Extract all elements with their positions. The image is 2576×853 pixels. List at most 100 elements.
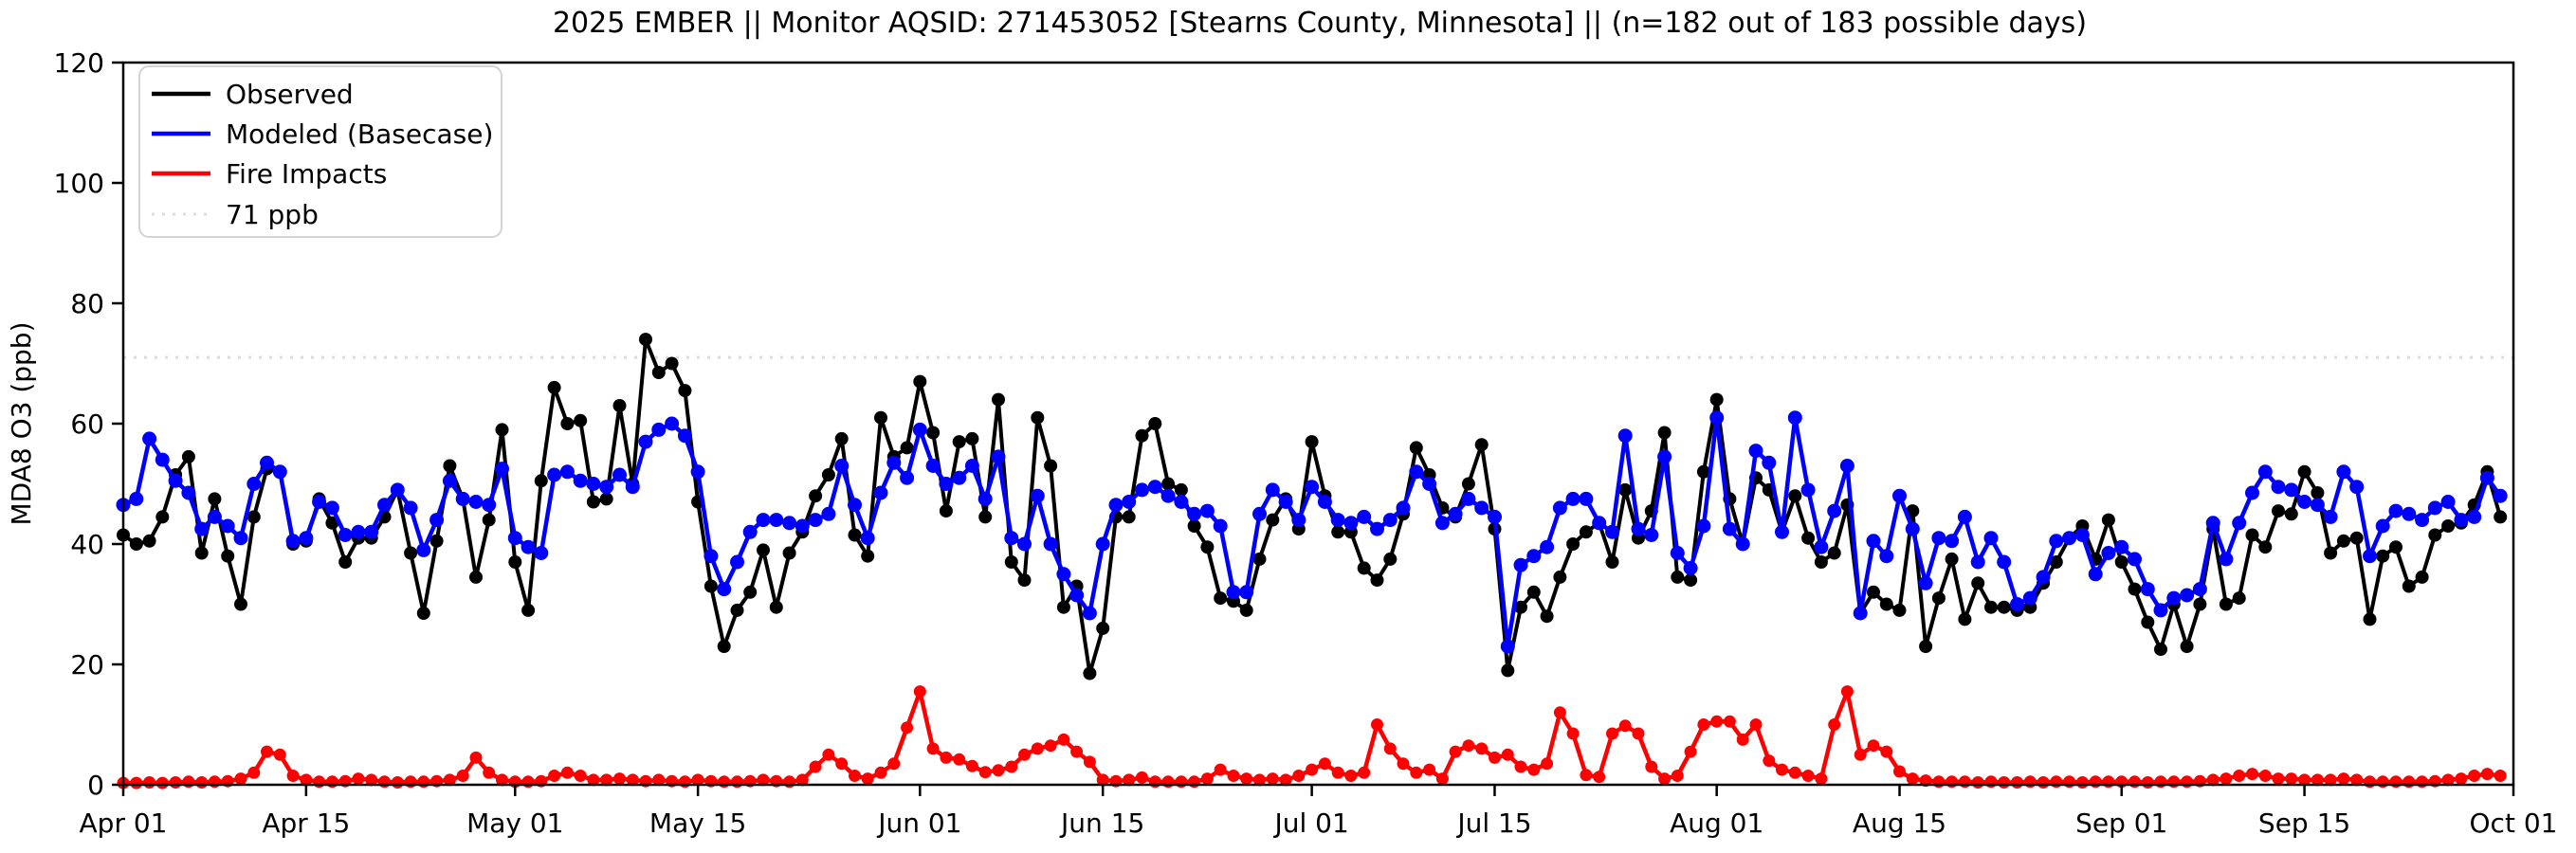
data-point [1343, 516, 1359, 531]
data-point [953, 753, 966, 766]
data-point [1579, 525, 1593, 539]
data-point [1174, 482, 1188, 497]
data-point [887, 757, 901, 771]
data-point [1005, 760, 1018, 773]
data-point [142, 431, 157, 446]
x-tick-label: Oct 01 [2470, 808, 2558, 839]
data-point [926, 742, 940, 755]
data-point [1135, 482, 1149, 498]
legend-label: Fire Impacts [226, 158, 387, 190]
data-point [874, 410, 887, 425]
legend-item-fire-impacts: Fire Impacts [152, 158, 387, 190]
data-point [2428, 528, 2442, 542]
x-tick-label: Apr 15 [262, 808, 350, 839]
data-point [2389, 540, 2402, 554]
data-point [313, 775, 326, 789]
data-point [1357, 561, 1371, 575]
data-point [1840, 685, 1854, 699]
data-point [1762, 455, 1777, 470]
data-point [1043, 536, 1058, 552]
data-point [978, 510, 993, 524]
data-point [482, 513, 496, 527]
data-point [1632, 727, 1645, 740]
x-tick-label: May 01 [466, 808, 563, 839]
data-point [2402, 775, 2416, 789]
data-point [1658, 772, 1672, 786]
data-point [207, 509, 222, 524]
data-point [2284, 482, 2299, 498]
x-tick-label: Jul 01 [1272, 808, 1348, 839]
data-point [1552, 500, 1567, 516]
data-point [1971, 576, 1985, 590]
data-point [168, 473, 183, 488]
data-point [1853, 606, 1868, 621]
data-point [1997, 600, 2011, 614]
data-point [1631, 521, 1646, 536]
data-point [991, 449, 1006, 464]
data-point [560, 417, 575, 430]
data-point [1735, 536, 1750, 552]
data-point [1108, 498, 1124, 513]
data-point [665, 356, 679, 371]
data-point [2364, 775, 2376, 789]
data-point [1892, 488, 1907, 503]
data-point [469, 570, 483, 584]
data-point [586, 477, 601, 491]
data-point [1474, 438, 1489, 452]
data-point [1618, 482, 1633, 497]
data-point [1814, 555, 1828, 569]
data-point [1095, 536, 1110, 552]
data-point [874, 766, 887, 779]
data-point [1748, 444, 1763, 459]
data-point [848, 528, 862, 542]
data-point [2376, 775, 2389, 789]
data-point [1266, 772, 1279, 786]
x-tick-label: Sep 15 [2258, 808, 2350, 839]
data-point [2154, 643, 2167, 657]
data-point [1919, 640, 1933, 653]
data-point [757, 543, 770, 557]
data-point [1435, 772, 1449, 786]
data-point [834, 459, 850, 473]
data-point [703, 579, 718, 593]
data-point [718, 775, 731, 789]
data-point [233, 531, 248, 546]
data-point [2074, 528, 2090, 542]
data-point [782, 546, 796, 560]
data-point [1017, 536, 1032, 552]
data-point [1709, 392, 1724, 407]
data-point [2494, 510, 2508, 524]
data-point [1239, 585, 1254, 600]
legend-label: 71 ppb [226, 199, 319, 230]
data-point [2336, 464, 2351, 480]
data-point [507, 531, 522, 546]
data-point [547, 380, 561, 394]
data-point [364, 524, 379, 539]
data-point [1697, 718, 1710, 731]
data-point [1161, 477, 1176, 491]
data-point [1175, 775, 1188, 789]
data-point [1017, 573, 1032, 588]
data-point [809, 760, 822, 773]
data-point [2037, 776, 2050, 789]
data-point [1160, 488, 1176, 503]
data-point [194, 521, 210, 536]
data-point [1984, 600, 1998, 614]
data-point [1839, 459, 1854, 473]
data-point [821, 506, 836, 521]
data-point [1096, 621, 1110, 635]
x-tick-label: Sep 01 [2075, 808, 2167, 839]
data-point [1371, 718, 1383, 731]
data-point [1526, 549, 1542, 564]
data-point [1279, 773, 1292, 787]
data-point [2363, 549, 2377, 564]
data-point [1906, 504, 1920, 518]
data-point [2153, 603, 2168, 618]
data-point [1670, 546, 1685, 560]
data-point [1657, 426, 1672, 440]
data-point [455, 491, 470, 506]
data-point [2180, 640, 2194, 653]
data-point [652, 773, 666, 787]
data-point [1070, 745, 1084, 758]
